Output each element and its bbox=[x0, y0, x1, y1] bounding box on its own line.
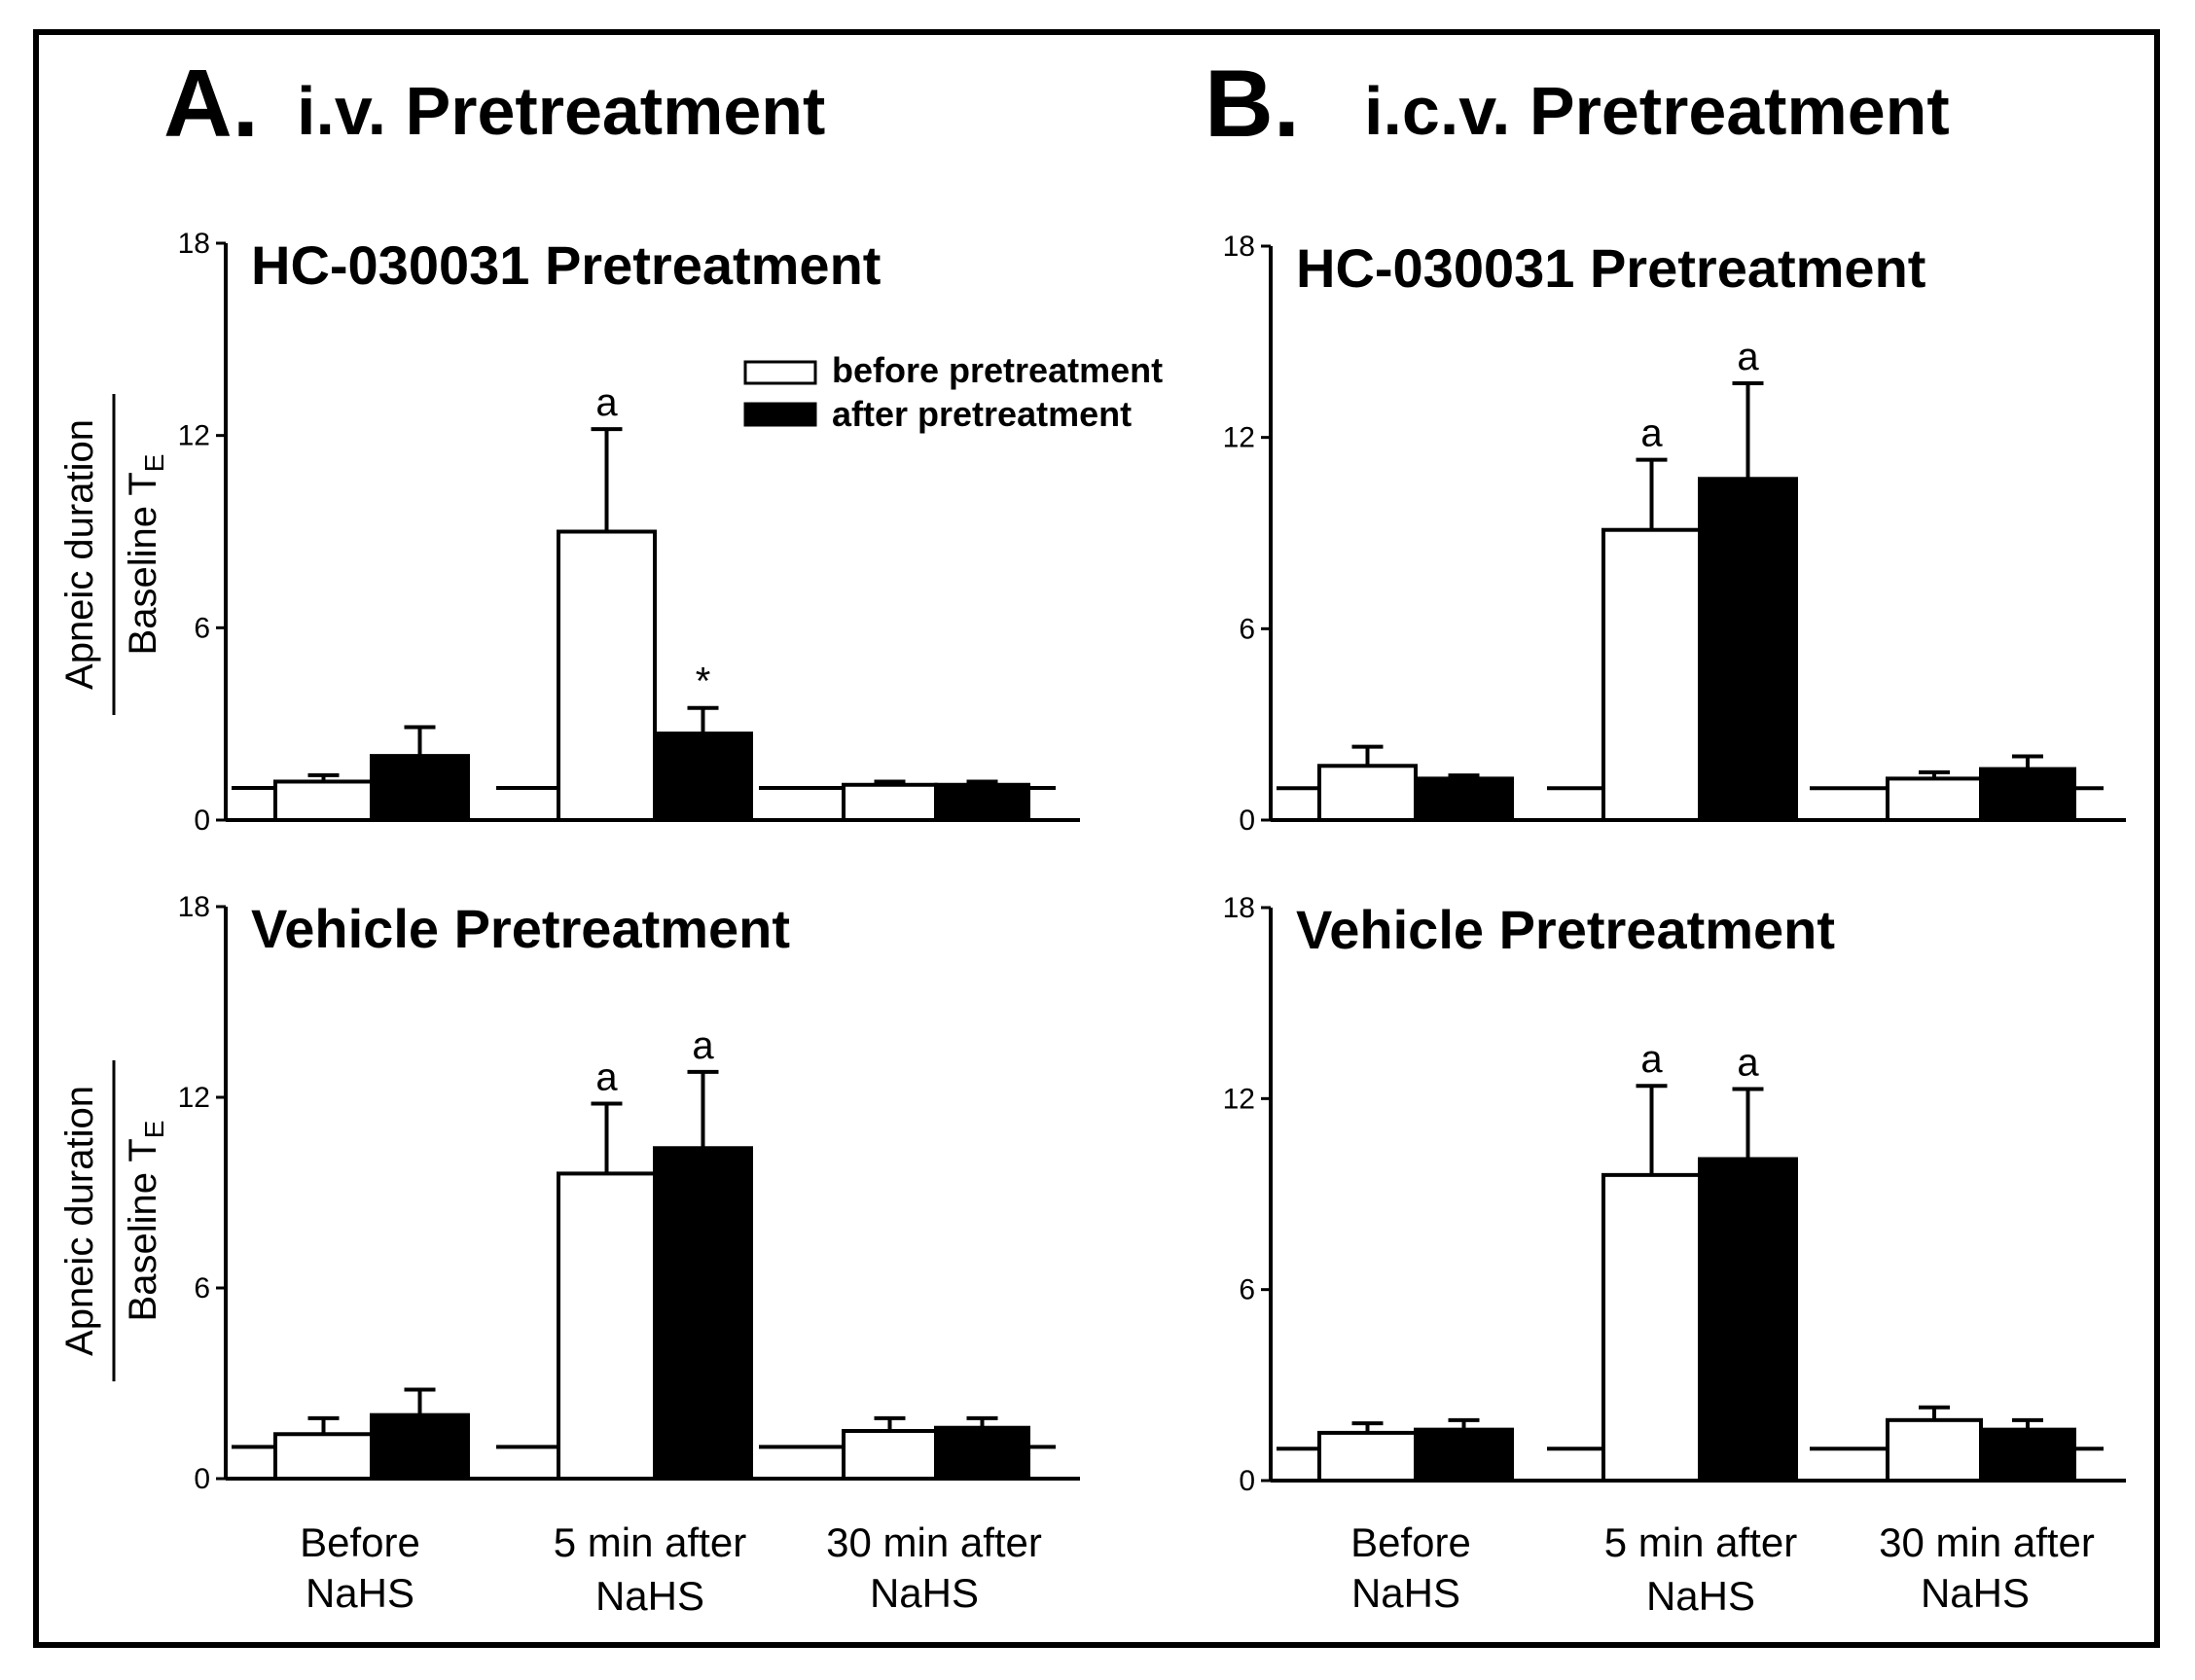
panel-a-title: i.v. Pretreatment bbox=[297, 73, 825, 149]
bar-before bbox=[1886, 776, 1983, 823]
cat-label-2-line1: 5 min after bbox=[1604, 1519, 1797, 1565]
legend: before pretreatment after pretreatment bbox=[743, 350, 1163, 434]
significance-label: * bbox=[696, 661, 711, 703]
significance-label: a bbox=[1737, 1042, 1759, 1085]
bar-before bbox=[842, 1429, 938, 1481]
charts-layer: HC-030031 Pretreatment061218a*HC-030031 … bbox=[178, 228, 2126, 1497]
y-tick-label: 18 bbox=[1223, 231, 1255, 263]
y-tick-label: 0 bbox=[194, 1463, 210, 1495]
y-tick-label: 6 bbox=[1239, 1274, 1255, 1306]
y-tick-label: 6 bbox=[194, 612, 210, 644]
bar-after bbox=[1979, 767, 2076, 822]
cat-label-1-line2: NaHS bbox=[1351, 1570, 1460, 1616]
panel-b-title: i.c.v. Pretreatment bbox=[1364, 73, 1950, 149]
y-tick-label: 0 bbox=[1239, 804, 1255, 837]
cat-label-3-line2: NaHS bbox=[870, 1570, 979, 1616]
y-tick-label: 18 bbox=[178, 228, 210, 260]
ylabel-denominator: Baseline TE bbox=[122, 454, 169, 656]
cat-label-1-line1: Before bbox=[1350, 1519, 1471, 1565]
ylabel-a-top: Apneic duration Baseline TE bbox=[58, 394, 169, 715]
bar-before bbox=[557, 1171, 657, 1482]
y-tick-label: 12 bbox=[1223, 1083, 1255, 1115]
significance-label: a bbox=[595, 381, 618, 424]
ylabel-denominator-text: Baseline T bbox=[122, 1138, 164, 1321]
legend-swatch-before bbox=[743, 360, 817, 385]
cat-label-3-line1: 30 min after bbox=[826, 1519, 1042, 1565]
legend-label-after: after pretreatment bbox=[832, 394, 1132, 434]
y-tick-label: 0 bbox=[194, 804, 210, 837]
ylabel-numerator: Apneic duration bbox=[58, 419, 101, 690]
bar-before bbox=[1601, 527, 1702, 822]
ylabel-denominator: Baseline TE bbox=[122, 1121, 169, 1322]
y-tick-label: 6 bbox=[194, 1272, 210, 1305]
chart-title: HC-030031 Pretreatment bbox=[1296, 237, 1925, 299]
cat-label-1-line1: Before bbox=[300, 1519, 420, 1565]
bar-after bbox=[934, 1425, 1030, 1481]
bar-before bbox=[557, 529, 657, 822]
chart-title: HC-030031 Pretreatment bbox=[251, 234, 881, 296]
ylabel-subscript: E bbox=[139, 1121, 169, 1139]
chart-a-bottom: Vehicle Pretreatment 0 6 12 18 a a bbox=[178, 891, 1080, 1495]
bar-after bbox=[653, 1146, 753, 1482]
y-tick-label: 18 bbox=[1223, 892, 1255, 924]
significance-label: a bbox=[1640, 1038, 1663, 1081]
bar-after bbox=[370, 1412, 470, 1481]
bar-before bbox=[1886, 1417, 1983, 1483]
y-tick-label: 0 bbox=[1239, 1465, 1255, 1497]
bar-before bbox=[1317, 1430, 1418, 1483]
bar-before bbox=[273, 779, 374, 823]
cat-label-3-line1: 30 min after bbox=[1879, 1519, 2095, 1565]
bar-before bbox=[1317, 764, 1418, 822]
bar-after bbox=[1698, 1157, 1798, 1483]
y-tick-label: 12 bbox=[1223, 422, 1255, 454]
significance-label: a bbox=[1737, 336, 1759, 378]
chart-b-top: HC-030031 Pretreatment 0 6 12 18 a a bbox=[1223, 231, 2126, 837]
bar-before bbox=[842, 782, 938, 822]
bar-after bbox=[1698, 477, 1798, 822]
significance-label: a bbox=[595, 1056, 618, 1099]
legend-label-before: before pretreatment bbox=[832, 350, 1163, 390]
ylabel-denominator-text: Baseline T bbox=[122, 472, 164, 655]
significance-label: a bbox=[692, 1024, 714, 1067]
ylabel-a-bottom: Apneic duration Baseline TE bbox=[58, 1060, 169, 1381]
bar-after bbox=[1979, 1427, 2076, 1483]
figure-frame bbox=[33, 29, 2160, 1648]
bar-after bbox=[1414, 776, 1514, 823]
bar-before bbox=[273, 1432, 374, 1482]
panel-b-letter: B. bbox=[1205, 50, 1300, 157]
bar-before bbox=[1601, 1172, 1702, 1483]
chart-a-top: HC-030031 Pretreatment 0 6 12 18 a * bbox=[178, 228, 1080, 837]
y-tick-label: 12 bbox=[178, 420, 210, 452]
bar-after bbox=[370, 754, 470, 822]
y-tick-label: 12 bbox=[178, 1082, 210, 1114]
cat-label-2-line1: 5 min after bbox=[554, 1519, 746, 1565]
category-labels-a: Before NaHS 5 min after NaHS 30 min afte… bbox=[300, 1519, 1042, 1619]
cat-label-2-line2: NaHS bbox=[595, 1573, 704, 1619]
significance-label: a bbox=[1640, 412, 1663, 455]
bar-after bbox=[934, 782, 1030, 822]
chart-title: Vehicle Pretreatment bbox=[1296, 899, 1835, 960]
y-tick-label: 18 bbox=[178, 891, 210, 923]
chart-b-bottom: Vehicle Pretreatment 0 6 12 18 a a bbox=[1223, 892, 2126, 1497]
cat-label-3-line2: NaHS bbox=[1921, 1570, 2030, 1616]
bar-after bbox=[653, 732, 753, 822]
ylabel-numerator: Apneic duration bbox=[58, 1086, 101, 1356]
y-tick-label: 6 bbox=[1239, 613, 1255, 645]
cat-label-2-line2: NaHS bbox=[1646, 1573, 1755, 1619]
chart-title: Vehicle Pretreatment bbox=[251, 898, 790, 959]
panel-a-letter: A. bbox=[163, 50, 259, 157]
cat-label-1-line2: NaHS bbox=[306, 1570, 414, 1616]
ylabel-subscript: E bbox=[139, 454, 169, 473]
bar-after bbox=[1414, 1427, 1514, 1483]
category-labels-b: Before NaHS 5 min after NaHS 30 min afte… bbox=[1350, 1519, 2095, 1619]
legend-swatch-after bbox=[743, 402, 817, 427]
